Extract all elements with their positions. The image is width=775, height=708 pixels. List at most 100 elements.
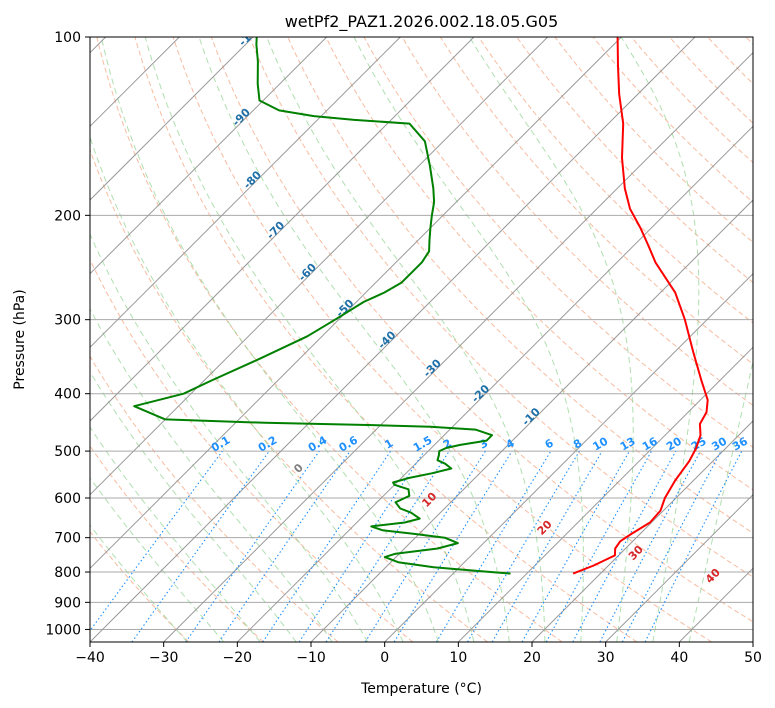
moist-adiabat — [90, 370, 297, 642]
x-tick-label: 30 — [597, 650, 615, 666]
y-tick-label: 1000 — [45, 622, 81, 638]
dry-adiabat — [172, 37, 712, 642]
dewpoint-profile — [133, 37, 511, 575]
moist-adiabat — [90, 426, 261, 642]
dry-adiabat — [90, 445, 264, 642]
moist-adiabat — [266, 37, 546, 642]
mixing-ratio-line — [393, 450, 513, 642]
isotherm — [90, 37, 549, 496]
mixing-ratio-line — [90, 450, 223, 632]
dry-adiabat — [401, 37, 753, 406]
mixing-ratio-line — [644, 450, 743, 642]
dry-adiabat — [287, 37, 753, 534]
isotherm — [236, 125, 753, 642]
mixing-ratio-line — [131, 450, 270, 642]
isotherm — [384, 272, 753, 642]
mixing-ratio-line — [599, 450, 701, 642]
mixing-ratio-line — [325, 450, 450, 642]
mixing-ratio-line — [298, 450, 425, 642]
dry-adiabat — [90, 148, 488, 642]
isotherm — [310, 199, 753, 642]
y-tick-label: 400 — [54, 387, 81, 403]
dry-adiabat — [210, 37, 753, 623]
dry-adiabat-label: -30 — [421, 356, 444, 379]
moist-adiabat — [100, 37, 439, 642]
y-tick-label: 300 — [54, 313, 81, 329]
x-tick-label: −40 — [75, 650, 105, 666]
y-tick-label: 600 — [54, 491, 81, 507]
dry-adiabat-label: -100 — [236, 20, 265, 49]
x-tick-label: −20 — [223, 650, 253, 666]
moist-adiabat — [198, 37, 510, 642]
dry-adiabat — [363, 37, 753, 448]
dry-adiabat — [96, 37, 563, 642]
x-axis-label: Temperature (°C) — [360, 681, 482, 697]
dry-adiabat — [707, 37, 753, 85]
isotherm — [90, 37, 475, 422]
isotherm — [90, 37, 696, 642]
x-tick-label: 20 — [523, 650, 541, 666]
moist-adiabat — [688, 358, 753, 642]
dry-adiabat — [554, 37, 753, 243]
y-axis-label: Pressure (hPa) — [12, 289, 28, 389]
mixing-ratio-line — [218, 450, 351, 642]
dry-adiabat — [516, 37, 753, 284]
mixing-ratio-line — [435, 450, 552, 642]
moist-adiabat — [469, 37, 634, 642]
dry-adiabat — [249, 37, 753, 578]
moist-adiabat — [90, 308, 333, 642]
moist-adiabat — [620, 37, 700, 642]
moist-adiabat — [90, 135, 404, 642]
temperature-profile — [572, 37, 709, 575]
isotherm — [678, 567, 753, 642]
y-tick-label: 900 — [54, 595, 81, 611]
isotherm — [90, 37, 401, 349]
dry-adiabat-label: -80 — [241, 168, 264, 191]
x-tick-label: 10 — [449, 650, 467, 666]
isotherm — [163, 51, 753, 642]
mixing-ratio-line — [545, 450, 653, 642]
moist-adiabat — [90, 524, 188, 642]
y-tick-label: 500 — [54, 444, 81, 460]
isotherm — [457, 346, 753, 642]
chart-title: wetPf2_PAZ1.2026.002.18.05.G05 — [285, 12, 559, 32]
dry-adiabat — [669, 37, 753, 124]
dry-adiabat — [134, 37, 638, 642]
isotherm — [752, 641, 753, 642]
mixing-ratio-line — [364, 450, 486, 642]
dry-adiabat-label: -10 — [520, 405, 543, 428]
isotherm — [90, 37, 622, 570]
moist-adiabat — [90, 232, 369, 642]
dry-adiabat — [325, 37, 753, 491]
mixing-ratio-line — [185, 450, 320, 642]
mixing-ratio-label: 4 — [504, 436, 517, 451]
x-tick-label: −30 — [149, 650, 179, 666]
dry-adiabat — [745, 37, 753, 46]
plot-frame — [89, 36, 754, 643]
dry-adiabat-label: -40 — [375, 328, 398, 351]
mixing-ratio-line — [262, 450, 392, 642]
y-tick-label: 700 — [54, 531, 81, 547]
moist-adiabat — [144, 37, 475, 642]
y-tick-label: 200 — [54, 208, 81, 224]
moist-adiabat-label: 0 — [291, 461, 306, 476]
y-tick-label: 800 — [54, 565, 81, 581]
isotherm — [531, 420, 753, 642]
dry-adiabat — [90, 531, 190, 642]
isotherm — [90, 37, 328, 275]
dry-adiabat — [90, 258, 414, 642]
x-tick-label: 40 — [670, 650, 688, 666]
x-tick-label: 50 — [744, 650, 762, 666]
isotherm — [605, 493, 753, 642]
moist-adiabat — [90, 476, 225, 642]
moist-adiabat — [353, 37, 584, 642]
mixing-ratio-line — [572, 450, 677, 642]
x-tick-label: −10 — [296, 650, 326, 666]
dry-adiabat — [90, 355, 339, 642]
dry-adiabat-label: -20 — [469, 382, 492, 405]
isotherm — [90, 37, 254, 201]
dry-adiabat — [592, 37, 753, 203]
x-tick-label: 0 — [380, 650, 389, 666]
dry-adiabat — [439, 37, 753, 365]
